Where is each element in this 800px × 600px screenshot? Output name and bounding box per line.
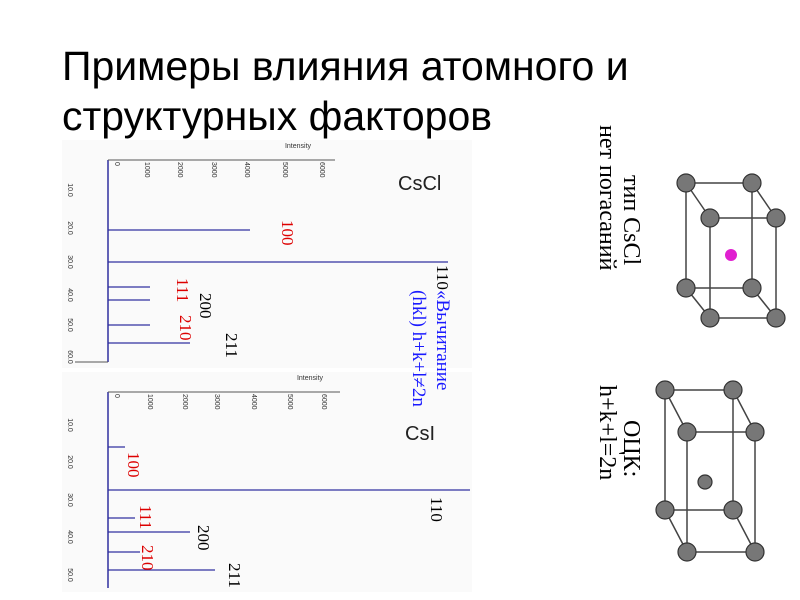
peak-label: 211	[222, 333, 241, 358]
caption: h+k+l=2n	[594, 385, 620, 480]
peak-label: 110	[433, 265, 452, 290]
caption: ОЦК:	[618, 420, 644, 477]
cube-bcc	[655, 380, 765, 562]
peak-label: 210	[176, 315, 195, 341]
tick-label: 60.0	[66, 350, 73, 364]
peak-label: 110	[427, 497, 446, 522]
cube-cscl	[676, 173, 786, 328]
peaks	[108, 446, 470, 571]
title-line: структурных факторов	[62, 93, 492, 139]
tick-label: 2000	[176, 162, 183, 178]
tick-label: 40.0	[66, 288, 73, 302]
tick-label: 4000	[250, 394, 257, 410]
compound-label: CsCl	[398, 173, 441, 195]
title-line: Примеры влияния атомного и	[62, 43, 629, 89]
tick-label: 1000	[146, 394, 153, 410]
tick-label: 20.0	[66, 455, 73, 469]
tick-label: 10.0	[66, 183, 73, 197]
tick-label: 30.0	[66, 255, 73, 269]
caption: нет погасаний	[594, 125, 620, 271]
axis-title: Intensity	[297, 375, 324, 382]
peak-label: 111	[173, 278, 192, 302]
tick-label: 0	[113, 162, 120, 166]
tick-label: 3000	[213, 394, 220, 410]
note: (hkl) h+k+l≠2n	[408, 290, 429, 407]
tick-label: 1000	[143, 162, 150, 178]
peaks	[108, 229, 448, 344]
tick-label: 5000	[286, 394, 293, 410]
peak-label: 111	[136, 505, 155, 529]
tick-label: 2000	[181, 394, 188, 410]
compound-label: CsI	[405, 423, 435, 445]
peak-label: 100	[278, 220, 297, 246]
tick-label: 10.0	[66, 418, 73, 432]
tick-label: 6000	[318, 162, 325, 178]
tick-label: 50.0	[66, 568, 73, 582]
peak-label: 200	[194, 525, 213, 551]
tick-label: 30.0	[66, 493, 73, 507]
tick-label: 40.0	[66, 530, 73, 544]
tick-label: 6000	[320, 394, 327, 410]
peak-label: 211	[225, 563, 244, 588]
plot-bg	[62, 140, 472, 368]
pattern-top: CsCl	[62, 140, 472, 368]
pattern-bottom: CsI	[62, 372, 472, 592]
tick-label: 3000	[210, 162, 217, 178]
peak-label: 210	[138, 545, 157, 571]
tick-label: 0	[113, 394, 120, 398]
peak-label: 100	[124, 452, 143, 478]
caption: тип CsCl	[618, 175, 644, 266]
note: «Вычитание	[432, 290, 453, 390]
axis-title: Intensity	[285, 143, 312, 150]
plot-bg	[62, 372, 472, 592]
tick-label: 4000	[243, 162, 250, 178]
tick-label: 20.0	[66, 221, 73, 235]
peak-label: 200	[196, 293, 215, 319]
tick-label: 5000	[281, 162, 288, 178]
tick-label: 50.0	[66, 318, 73, 332]
